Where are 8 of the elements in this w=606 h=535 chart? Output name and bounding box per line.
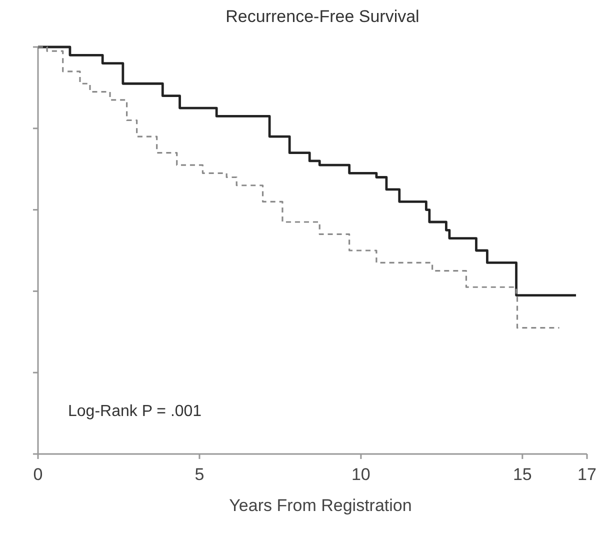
x-tick-label: 15 xyxy=(512,465,532,484)
x-tick-label: 10 xyxy=(351,465,370,484)
annotation: Log-Rank P = .001 xyxy=(68,403,202,420)
x-tick-label: 0 xyxy=(33,465,43,484)
x-tick-label: 17 xyxy=(578,465,596,484)
x-axis-title: Years From Registration xyxy=(229,496,412,515)
x-tick-label: 5 xyxy=(194,465,204,484)
chart-title: Recurrence-Free Survival xyxy=(226,7,420,26)
